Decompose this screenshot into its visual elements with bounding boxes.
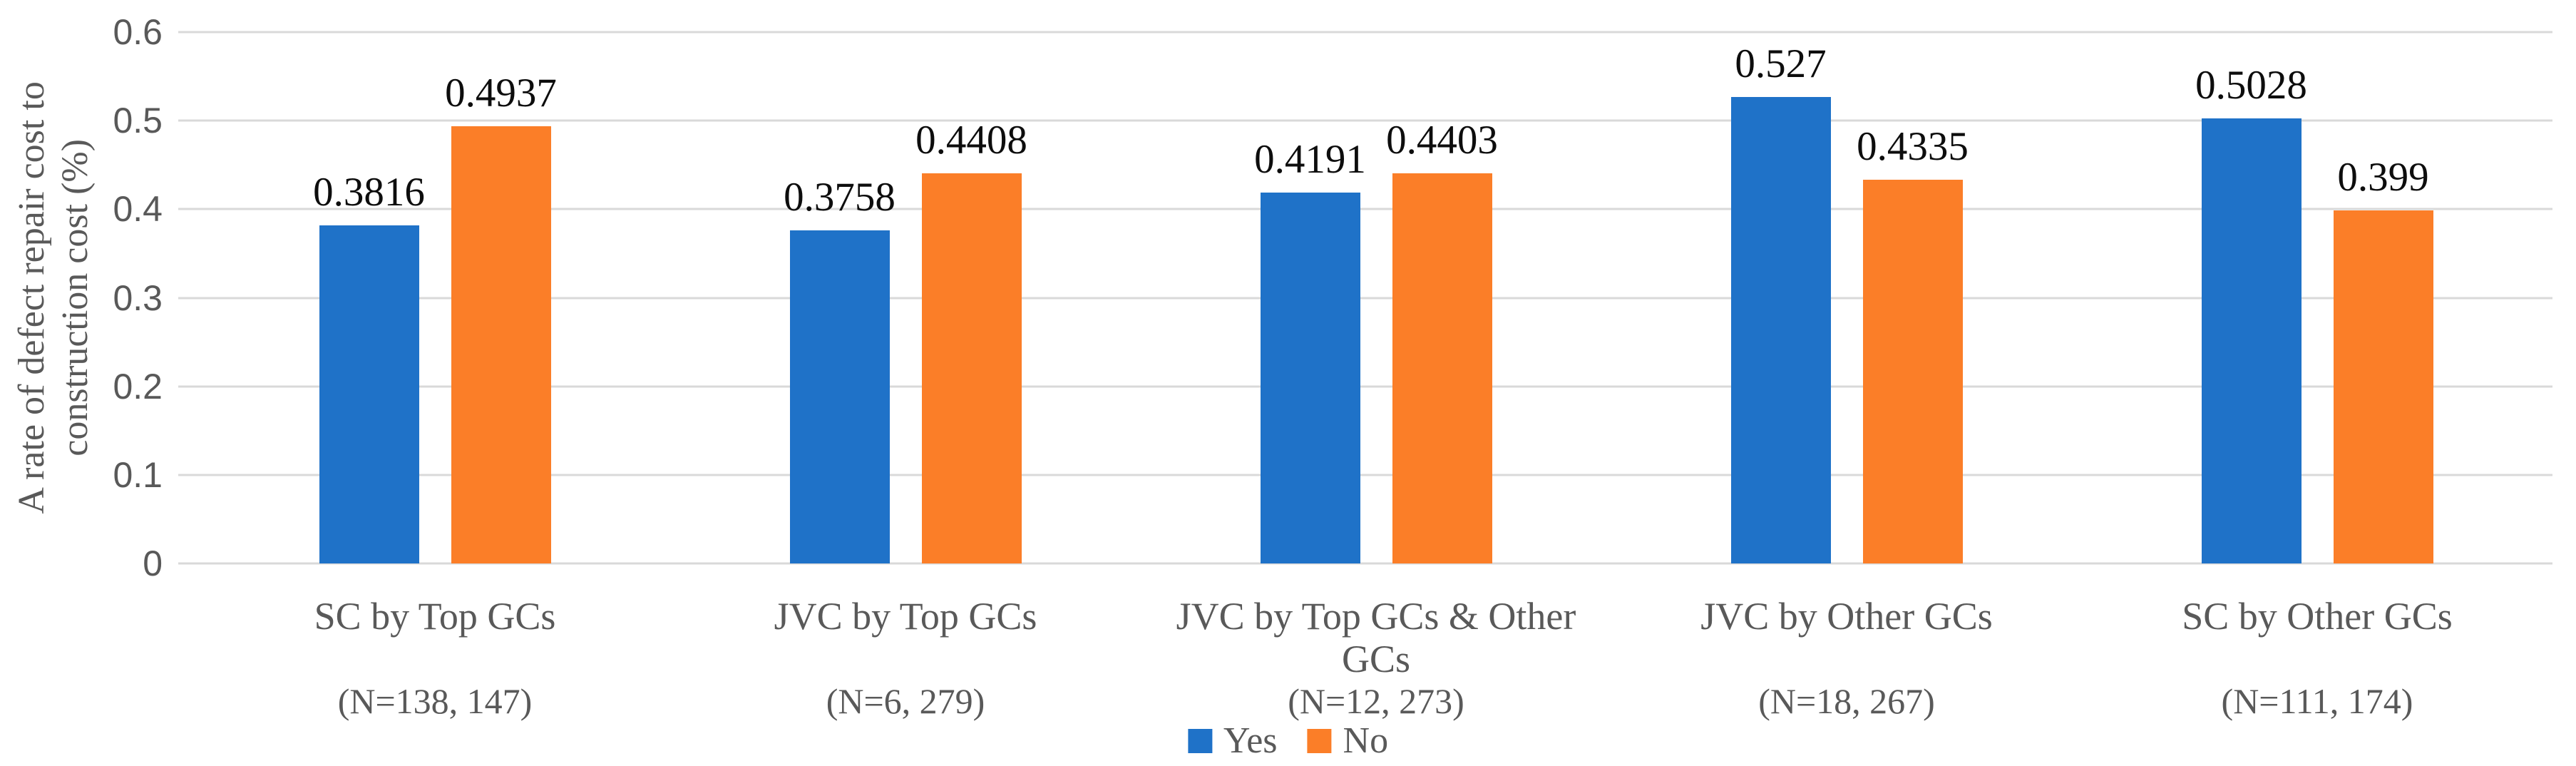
y-tick-label: 0.5	[113, 101, 163, 141]
bar-no: 0.4408	[915, 118, 1027, 563]
bar-no: 0.399	[2333, 155, 2433, 563]
sample-size-label: (N=18, 267)	[1758, 681, 1935, 721]
legend-item-yes: Yes	[1187, 720, 1278, 762]
y-tick-label: 0.3	[113, 277, 163, 318]
category-label-text: JVC by Top GCs & Other GCs	[1176, 595, 1576, 681]
bar-pair: 0.3816 0.4937	[200, 32, 670, 563]
legend: Yes No	[1187, 720, 1389, 762]
y-tick-label: 0.2	[113, 366, 163, 407]
category-label: JVC by Top GCs	[670, 595, 1141, 682]
bar-value-label: 0.3816	[313, 170, 425, 215]
legend-label: Yes	[1223, 720, 1278, 761]
bar-value-label: 0.4408	[915, 117, 1027, 163]
gridline	[178, 562, 2552, 565]
gridline	[178, 385, 2552, 388]
gridline	[178, 297, 2552, 299]
x-axis-cell: JVC by Other GCs (N=18, 267)	[1611, 563, 2082, 721]
gridline	[178, 208, 2552, 210]
bar-value-label: 0.4403	[1386, 118, 1498, 163]
bar-value-label: 0.5028	[2195, 62, 2307, 108]
bar-group: 0.5028 0.399	[2082, 32, 2552, 563]
y-axis-tick-labels: 0.6 0.5 0.4 0.3 0.2 0.1 0	[0, 12, 163, 583]
bar-pair: 0.3758 0.4408	[670, 32, 1141, 563]
legend-label: No	[1343, 720, 1389, 761]
gridline	[178, 474, 2552, 476]
category-label: SC by Other GCs	[2082, 595, 2552, 682]
bar-value-label: 0.4335	[1857, 123, 1969, 169]
bar-pair: 0.527 0.4335	[1611, 32, 2082, 563]
legend-item-no: No	[1307, 720, 1389, 762]
bar-no: 0.4403	[1386, 118, 1498, 563]
bar-yes: 0.3816	[313, 170, 425, 563]
bar-pair: 0.4191 0.4403	[1141, 32, 1611, 563]
bar-group: 0.3816 0.4937	[200, 32, 670, 563]
bar-group: 0.4191 0.4403	[1141, 32, 1611, 563]
sample-size-label: (N=111, 174)	[2221, 681, 2413, 721]
bar-groups: 0.3816 0.4937 0.3758 0.4408 0.4191 0.4403 0.52…	[200, 32, 2552, 563]
bar-yes: 0.5028	[2195, 63, 2307, 563]
bar-yes: 0.4191	[1254, 137, 1366, 563]
y-tick-label: 0.6	[113, 12, 163, 52]
bar-value-label: 0.399	[2337, 154, 2429, 200]
y-tick-label: 0.1	[113, 454, 163, 495]
bar-pair: 0.5028 0.399	[2082, 32, 2552, 563]
category-label: JVC by Other GCs	[1611, 595, 2082, 682]
sample-size-label: (N=138, 147)	[337, 681, 533, 721]
bar-no: 0.4335	[1857, 124, 1969, 563]
sample-size-label: (N=6, 279)	[826, 681, 985, 721]
x-axis-labels: SC by Top GCs (N=138, 147) JVC by Top GCs (…	[200, 563, 2552, 721]
bar-yes: 0.3758	[784, 175, 896, 563]
legend-swatch-no	[1307, 728, 1332, 753]
y-tick-label: 0	[143, 543, 163, 583]
legend-swatch-yes	[1187, 728, 1212, 753]
bar-value-label: 0.4937	[445, 71, 557, 116]
x-axis-cell: SC by Other GCs (N=111, 174)	[2082, 563, 2552, 721]
bar-value-label: 0.527	[1735, 41, 1827, 86]
y-tick-label: 0.4	[113, 189, 163, 230]
bar-value-label: 0.3758	[784, 175, 896, 220]
x-axis-cell: SC by Top GCs (N=138, 147)	[200, 563, 670, 721]
bar-yes: 0.527	[1730, 41, 1831, 563]
plot-area: 0.3816 0.4937 0.3758 0.4408 0.4191 0.4403 0.52…	[178, 31, 2552, 565]
category-label-text: SC by Other GCs	[2182, 595, 2453, 638]
category-label-text: SC by Top GCs	[314, 595, 556, 638]
gridline	[178, 31, 2552, 34]
x-axis-cell: JVC by Top GCs (N=6, 279)	[670, 563, 1141, 721]
category-label: JVC by Top GCs & Other GCs	[1141, 595, 1611, 682]
bar-group: 0.527 0.4335	[1611, 32, 2082, 563]
bar-group: 0.3758 0.4408	[670, 32, 1141, 563]
bar-value-label: 0.4191	[1254, 136, 1366, 182]
category-label-text: JVC by Other GCs	[1700, 595, 1993, 638]
sample-size-label: (N=12, 273)	[1288, 681, 1464, 721]
gridline	[178, 119, 2552, 122]
category-label: SC by Top GCs	[200, 595, 670, 682]
bar-no: 0.4937	[445, 71, 557, 563]
x-axis-cell: JVC by Top GCs & Other GCs (N=12, 273)	[1141, 563, 1611, 721]
category-label-text: JVC by Top GCs	[774, 595, 1037, 638]
